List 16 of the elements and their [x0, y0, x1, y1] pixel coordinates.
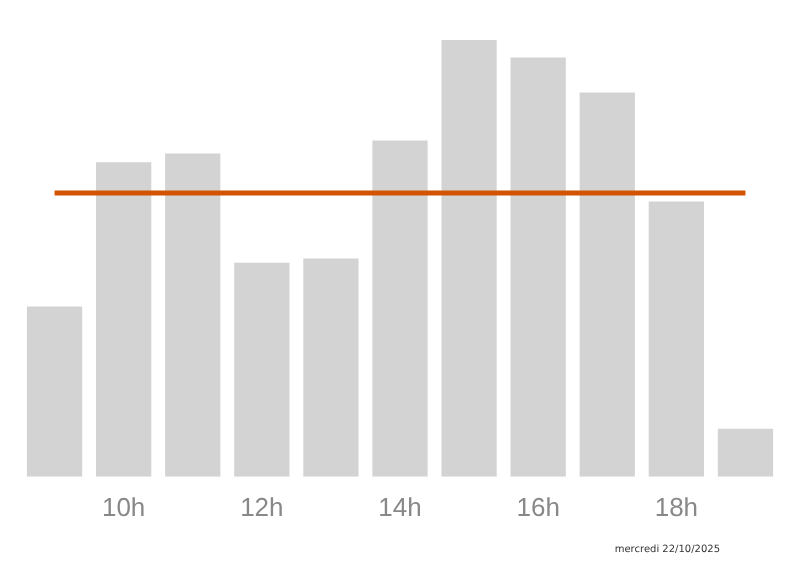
x-tick-label: 14h	[378, 491, 422, 522]
bar	[510, 57, 566, 477]
x-tick-label: 18h	[654, 491, 699, 522]
bar	[441, 40, 497, 477]
bar	[234, 262, 290, 477]
x-tick-label: 10h	[101, 491, 146, 522]
bar	[165, 153, 221, 477]
bar	[303, 258, 359, 477]
x-tick-label: 12h	[240, 491, 284, 522]
bar	[717, 428, 774, 477]
bar	[26, 306, 83, 477]
bar	[579, 92, 635, 477]
x-tick-label: 16h	[516, 491, 560, 522]
bar	[96, 162, 152, 477]
bar	[648, 201, 704, 477]
bar	[372, 140, 428, 477]
